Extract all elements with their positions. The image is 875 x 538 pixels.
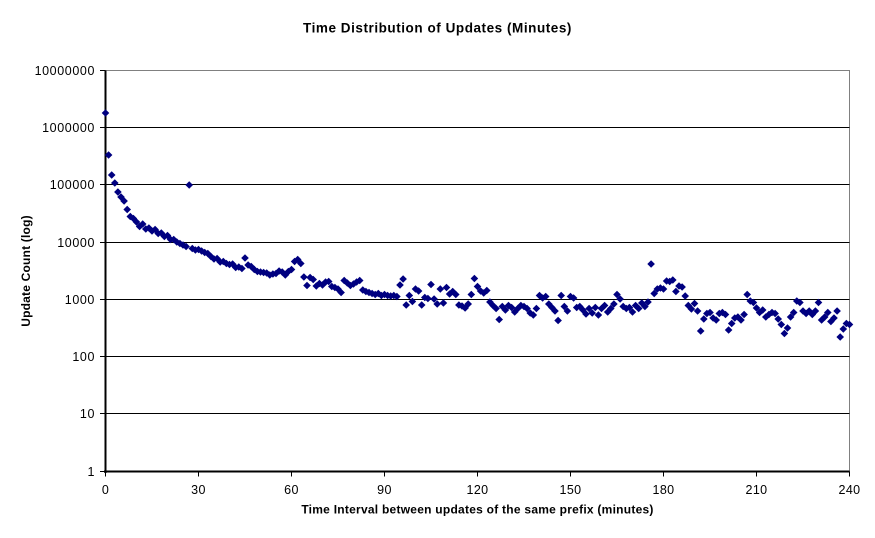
svg-text:30: 30	[191, 483, 206, 497]
svg-text:100: 100	[72, 350, 95, 364]
svg-text:150: 150	[559, 483, 581, 497]
svg-text:10: 10	[80, 407, 95, 421]
svg-text:10000: 10000	[57, 236, 95, 250]
svg-text:1: 1	[87, 465, 95, 479]
svg-text:Update Count (log): Update Count (log)	[19, 215, 33, 327]
svg-text:10000000: 10000000	[35, 64, 95, 78]
svg-text:210: 210	[745, 483, 767, 497]
svg-text:240: 240	[838, 483, 860, 497]
svg-text:60: 60	[284, 483, 299, 497]
svg-text:1000: 1000	[65, 293, 95, 307]
svg-text:180: 180	[652, 483, 674, 497]
svg-text:120: 120	[466, 483, 488, 497]
svg-text:Time Interval between updates: Time Interval between updates of the sam…	[301, 503, 653, 517]
svg-text:90: 90	[377, 483, 392, 497]
svg-text:0: 0	[102, 483, 109, 497]
svg-text:Time Distribution of Updates (: Time Distribution of Updates (Minutes)	[303, 21, 572, 36]
svg-text:1000000: 1000000	[42, 121, 95, 135]
svg-text:100000: 100000	[50, 178, 95, 192]
